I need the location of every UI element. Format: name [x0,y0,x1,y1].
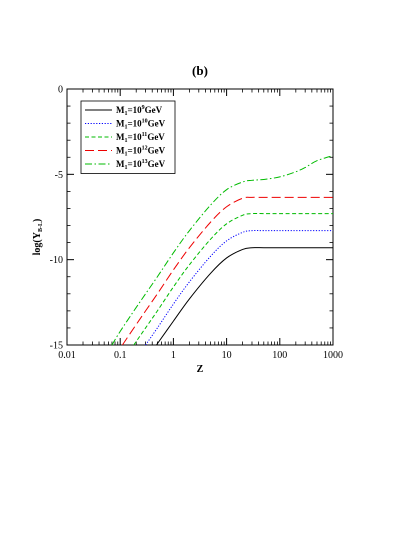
x-tick-label: 0.01 [58,350,76,361]
x-tick-label: 100 [272,350,287,361]
legend-label-3: M1=1011GeV [116,132,165,144]
x-axis-label: Z [197,364,204,375]
x-tick-label: 10 [222,350,232,361]
x-tick-label: 0.1 [114,350,127,361]
legend-label-5: M1=1013GeV [116,159,166,171]
x-tick-label: 1 [171,350,176,361]
legend-label-1: M1=109GeV [116,105,163,117]
axis-ticks: 0.01 0.1 1 10 100 1000 0 -5 -10 -15 [50,85,343,362]
legend-label-2: M1=1010GeV [116,119,166,131]
y-axis-label-sub: B-L [38,222,44,232]
y-tick-label: 0 [58,85,63,96]
series-line-5 [111,155,334,346]
y-axis-label-main: log(Y [32,231,43,255]
plot-frame [66,88,334,346]
y-tick-label: -5 [55,170,63,181]
y-axis-label: log(YB-L) [32,219,44,256]
chart-title: (b) [192,63,208,78]
legend-box [80,100,176,174]
series-line-4 [121,196,333,346]
series-lines [111,155,334,346]
series-line-1 [156,247,334,346]
x-tick-label: 1000 [323,350,343,361]
y-tick-label: -15 [50,341,63,352]
legend-label-4: M1=1012GeV [116,146,166,158]
y-axis-label-close: ) [32,219,43,222]
series-line-3 [133,212,333,346]
y-tick-label: -10 [50,255,63,266]
